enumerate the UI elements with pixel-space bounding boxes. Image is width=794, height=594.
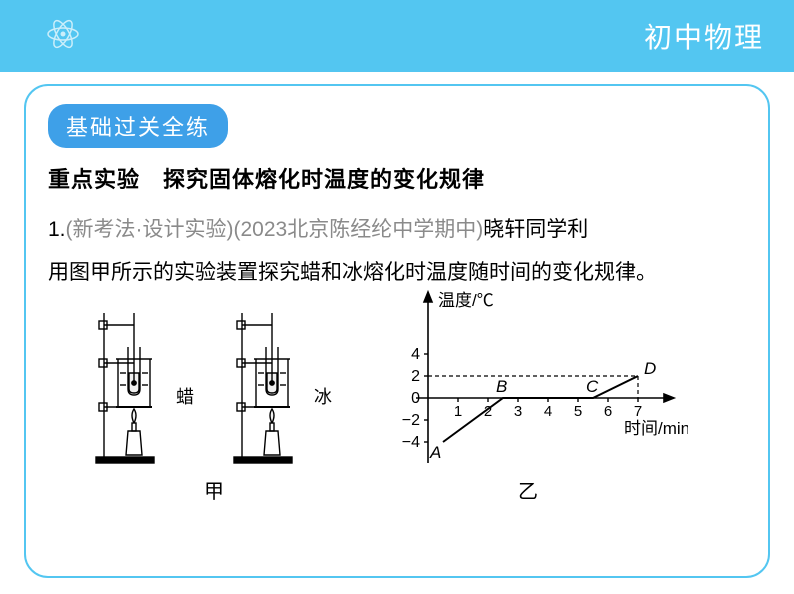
apparatus-right-label: 冰 [314, 383, 332, 409]
ytick-0: 0 [411, 390, 420, 407]
point-C: C [586, 377, 599, 396]
xtick-6: 6 [604, 403, 612, 420]
ytick-n2: −2 [402, 412, 420, 429]
section-tag: 基础过关全练 [48, 104, 228, 148]
header-bar: 初中物理 [0, 0, 794, 72]
point-B: B [496, 377, 507, 396]
xlabel: 时间/min [624, 419, 688, 438]
apparatus-right: 冰 [228, 307, 338, 493]
apparatus-left-label: 蜡 [176, 383, 194, 409]
melting-chart: 4 2 0 −2 −4 1 2 [368, 288, 688, 473]
ytick-n4: −4 [402, 434, 420, 451]
figures-row: 蜡 [48, 288, 746, 504]
ylabel: 温度/℃ [438, 291, 494, 310]
point-A: A [429, 443, 441, 462]
xtick-1: 1 [454, 403, 462, 420]
question-rest: 用图甲所示的实验装置探究蜡和冰熔化时温度随时间的变化规律。 [48, 261, 657, 284]
ytick-2: 2 [411, 368, 420, 385]
question-meta: (新考法·设计实验)(2023北京陈经纶中学期中) [66, 218, 484, 241]
xtick-5: 5 [574, 403, 582, 420]
chart-wrap: 4 2 0 −2 −4 1 2 [368, 288, 688, 504]
xtick-4: 4 [544, 403, 552, 420]
chart-caption: 乙 [518, 475, 538, 504]
question-text: 1.(新考法·设计实验)(2023北京陈经纶中学期中)晓轩同学利 用图甲所示的实… [48, 208, 746, 294]
question-lead: 晓轩同学利 [483, 218, 588, 241]
ytick-4: 4 [411, 346, 420, 363]
subtitle: 重点实验 探究固体熔化时温度的变化规律 [48, 162, 746, 194]
xtick-3: 3 [514, 403, 522, 420]
header-title: 初中物理 [644, 16, 764, 56]
question-number: 1. [48, 218, 66, 241]
apparatus-group: 蜡 [90, 307, 338, 504]
xtick-7: 7 [634, 403, 642, 420]
apparatus-left: 蜡 [90, 307, 200, 493]
point-D: D [644, 359, 656, 378]
atom-icon [45, 16, 81, 57]
apparatus-caption: 甲 [204, 475, 224, 504]
content-box: 基础过关全练 重点实验 探究固体熔化时温度的变化规律 1.(新考法·设计实验)(… [24, 84, 770, 578]
